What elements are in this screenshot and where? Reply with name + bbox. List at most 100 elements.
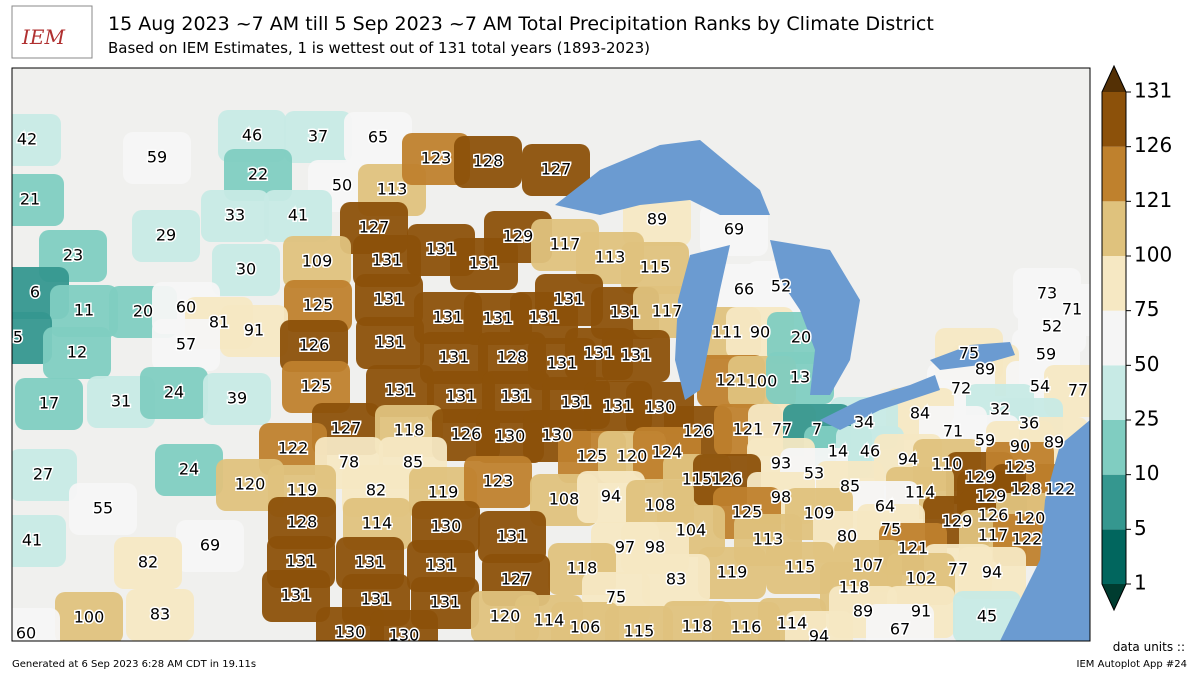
- rank-label: 45: [977, 607, 997, 626]
- rank-label: 131: [547, 354, 578, 373]
- colorbar-bin: [1102, 310, 1126, 366]
- rank-label: 72: [951, 379, 971, 398]
- rank-label: 130: [542, 426, 573, 445]
- district-fill: [114, 537, 182, 589]
- rank-label: 131: [385, 381, 416, 400]
- rank-label: 55: [93, 499, 113, 518]
- rank-label: 102: [906, 569, 937, 588]
- rank-label: 123: [421, 149, 452, 168]
- rank-label: 46: [242, 126, 262, 145]
- rank-label: 78: [339, 453, 359, 472]
- rank-label: 42: [17, 130, 37, 149]
- colorbar-tick-label: 25: [1134, 407, 1159, 431]
- rank-label: 6: [30, 283, 40, 302]
- rank-label: 17: [39, 394, 59, 413]
- rank-label: 89: [975, 360, 995, 379]
- rank-label: 125: [732, 503, 763, 522]
- rank-label: 98: [771, 488, 791, 507]
- rank-label: 104: [676, 521, 707, 540]
- lake-ontario: [930, 342, 1015, 370]
- district-fills: [12, 110, 1090, 641]
- colorbar-bin: [1102, 420, 1126, 475]
- district-fill: [284, 111, 352, 163]
- rank-label: 109: [302, 252, 333, 271]
- district-fill: [602, 330, 670, 382]
- district-fill: [12, 312, 52, 364]
- rank-label: 121: [898, 539, 929, 558]
- rank-label: 20: [133, 302, 153, 321]
- rank-label: 75: [881, 520, 901, 539]
- district-fill: [355, 274, 423, 326]
- colorbar-bin: [1102, 474, 1126, 530]
- district-fill: [201, 190, 269, 242]
- rank-label: 29: [156, 226, 176, 245]
- atlantic: [1000, 420, 1090, 641]
- rank-label: 131: [621, 346, 652, 365]
- rank-label: 131: [483, 309, 514, 328]
- rank-label: 77: [1068, 381, 1088, 400]
- rank-label: 110: [932, 455, 963, 474]
- district-fill: [12, 174, 64, 226]
- rank-label: 131: [374, 290, 405, 309]
- district-fill: [12, 608, 60, 641]
- rank-label: 121: [716, 371, 747, 390]
- colorbar-bin: [1102, 529, 1126, 584]
- rank-label: 125: [577, 447, 608, 466]
- lake-huron: [770, 240, 860, 395]
- rank-label: 131: [433, 308, 464, 327]
- rank-label: 20: [791, 328, 811, 347]
- colorbar-tick-label: 50: [1134, 352, 1159, 376]
- rank-label: 131: [446, 387, 477, 406]
- rank-label: 98: [645, 538, 665, 557]
- rank-label: 119: [717, 563, 748, 582]
- colorbar-bin: [1102, 201, 1126, 256]
- rank-label: 115: [624, 622, 655, 641]
- rank-label: 21: [20, 190, 40, 209]
- rank-label: 119: [287, 481, 318, 500]
- rank-label: 41: [288, 206, 308, 225]
- rank-label: 126: [683, 422, 714, 441]
- colorbar-tick-label: 10: [1134, 461, 1159, 485]
- colorbar-tick-label: 1: [1134, 571, 1147, 595]
- rank-label: 127: [359, 218, 390, 237]
- rank-label: 85: [403, 453, 423, 472]
- rank-label: 119: [428, 483, 459, 502]
- colorbar-bin: [1102, 365, 1126, 420]
- district-fill: [123, 132, 191, 184]
- district-fill: [176, 520, 244, 572]
- rank-label: 114: [534, 611, 565, 630]
- rank-label: 54: [1030, 377, 1050, 396]
- district-fill: [155, 444, 223, 496]
- district-fill: [216, 459, 284, 511]
- rank-label: 126: [451, 425, 482, 444]
- rank-label: 46: [860, 442, 880, 461]
- rank-label: 131: [372, 251, 403, 270]
- map-frame: [11, 67, 1091, 642]
- rank-label: 108: [645, 496, 676, 515]
- logo-box: [11, 5, 93, 59]
- rank-label: 80: [837, 527, 857, 546]
- district-fill: [766, 542, 834, 594]
- rank-label: 71: [943, 422, 963, 441]
- rank-label: 109: [804, 504, 835, 523]
- district-fill: [87, 376, 155, 428]
- district-fill: [140, 367, 208, 419]
- rank-label: 24: [164, 383, 184, 402]
- app-label: IEM Autoplot App #24: [1077, 659, 1187, 670]
- district-fill: [280, 320, 348, 372]
- district-fill: [152, 319, 220, 371]
- rank-label: 52: [1042, 317, 1062, 336]
- rank-label: 130: [389, 626, 420, 645]
- rank-label: 122: [278, 439, 309, 458]
- rank-label: 84: [910, 404, 930, 423]
- rank-label: 129: [965, 468, 996, 487]
- district-fill: [450, 238, 518, 290]
- district-fill: [203, 373, 271, 425]
- district-fill: [454, 136, 522, 188]
- rank-label: 127: [501, 570, 532, 589]
- colorbar-tick-label: 75: [1134, 297, 1159, 321]
- rank-label: 100: [747, 372, 778, 391]
- rank-label: 131: [355, 553, 386, 572]
- colorbar-tick-label: 100: [1134, 243, 1172, 267]
